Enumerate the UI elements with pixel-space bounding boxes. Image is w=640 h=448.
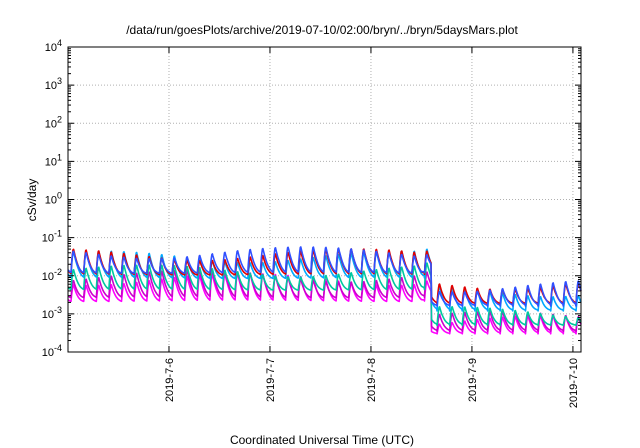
x-tick-label: 2019-7-10 <box>568 358 580 408</box>
y-tick-label: 102 <box>45 114 62 130</box>
y-tick-label: 101 <box>45 152 62 168</box>
plot-area <box>67 246 582 335</box>
y-tick-label: 10-3 <box>42 305 62 321</box>
x-tick-label: 2019-7-8 <box>366 358 378 402</box>
y-tick-label: 104 <box>45 38 62 54</box>
grid <box>68 47 581 352</box>
chart-title: /data/run/goesPlots/archive/2019-07-10/0… <box>126 23 518 37</box>
y-tick-label: 103 <box>45 76 62 92</box>
x-tick-label: 2019-7-7 <box>265 358 277 402</box>
y-axis-label: cSv/day <box>25 179 39 222</box>
plot-frame <box>67 46 582 353</box>
x-tick-label: 2019-7-9 <box>467 358 479 402</box>
y-tick-label: 10-1 <box>42 229 62 245</box>
x-axis: 2019-7-6 2019-7-7 2019-7-8 2019-7-9 2019-7-1… <box>164 47 580 408</box>
x-axis-label: Coordinated Universal Time (UTC) <box>230 433 414 447</box>
y-tick-label: 10-2 <box>42 267 62 283</box>
y-tick-label: 10-4 <box>42 343 62 359</box>
y-axis: 10-4 10-3 10-2 10-1 100 101 102 103 104 <box>42 38 581 359</box>
y-tick-label: 100 <box>45 191 62 207</box>
x-tick-label: 2019-7-6 <box>164 358 176 402</box>
series-line <box>67 246 582 307</box>
series-line <box>67 262 582 327</box>
